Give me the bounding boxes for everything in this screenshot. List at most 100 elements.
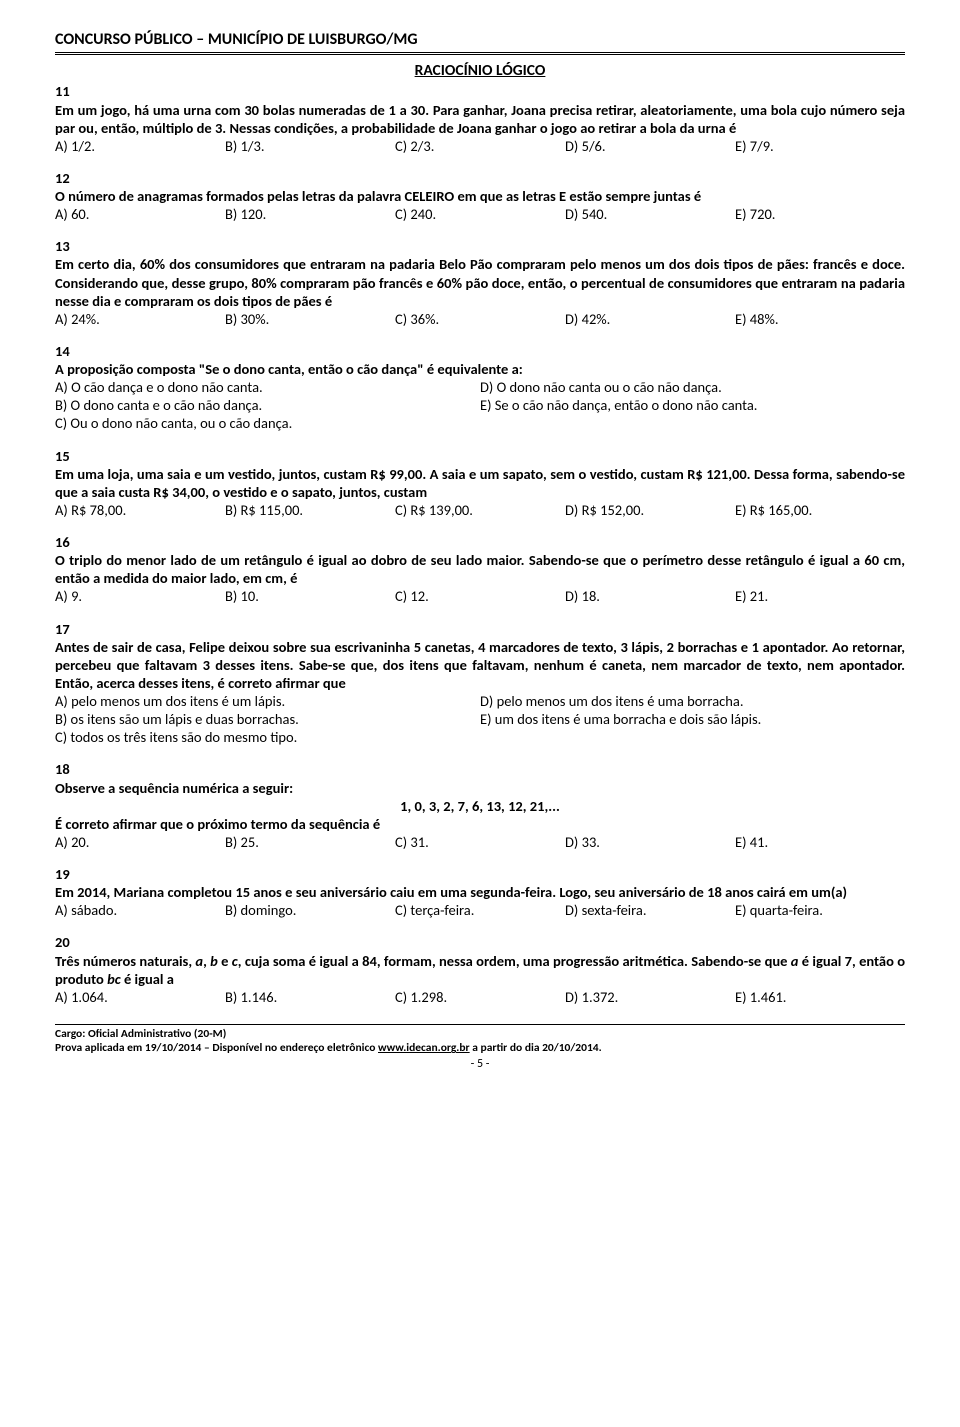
q18-text1: Observe a sequência numérica a seguir: bbox=[55, 779, 905, 797]
q20-b: B) 1.146. bbox=[225, 988, 395, 1006]
question-13: 13 Em certo dia, 60% dos consumidores qu… bbox=[55, 237, 905, 328]
q20-text: Três números naturais, a, b e c, cuja so… bbox=[55, 952, 905, 988]
q17-num: 17 bbox=[55, 620, 905, 638]
question-11: 11 Em um jogo, há uma urna com 30 bolas … bbox=[55, 82, 905, 155]
q19-b: B) domingo. bbox=[225, 901, 395, 919]
footer-cargo: Cargo: Oficial Administrativo (20-M) bbox=[55, 1027, 905, 1041]
q19-options: A) sábado. B) domingo. C) terça-feira. D… bbox=[55, 901, 905, 919]
q16-d: D) 18. bbox=[565, 587, 735, 605]
q20-e: E) 1.461. bbox=[735, 988, 905, 1006]
q12-options: A) 60. B) 120. C) 240. D) 540. E) 720. bbox=[55, 205, 905, 223]
q16-options: A) 9. B) 10. C) 12. D) 18. E) 21. bbox=[55, 587, 905, 605]
q13-options: A) 24%. B) 30%. C) 36%. D) 42%. E) 48%. bbox=[55, 310, 905, 328]
q18-d: D) 33. bbox=[565, 833, 735, 851]
q17-e: E) um dos itens é uma borracha e dois sã… bbox=[480, 710, 905, 728]
q20-d: D) 1.372. bbox=[565, 988, 735, 1006]
question-18: 18 Observe a sequência numérica a seguir… bbox=[55, 760, 905, 851]
q17-a: A) pelo menos um dos itens é um lápis. bbox=[55, 692, 480, 710]
q18-options: A) 20. B) 25. C) 31. D) 33. E) 41. bbox=[55, 833, 905, 851]
q16-b: B) 10. bbox=[225, 587, 395, 605]
q15-c: C) R$ 139,00. bbox=[395, 501, 565, 519]
q20-num: 20 bbox=[55, 933, 905, 951]
q11-text: Em um jogo, há uma urna com 30 bolas num… bbox=[55, 101, 905, 137]
q19-num: 19 bbox=[55, 865, 905, 883]
q18-text2: É correto afirmar que o próximo termo da… bbox=[55, 815, 905, 833]
section-title: RACIOCÍNIO LÓGICO bbox=[55, 61, 905, 80]
q12-b: B) 120. bbox=[225, 205, 395, 223]
q11-c: C) 2/3. bbox=[395, 137, 565, 155]
q17-text: Antes de sair de casa, Felipe deixou sob… bbox=[55, 638, 905, 692]
q18-a: A) 20. bbox=[55, 833, 225, 851]
q13-d: D) 42%. bbox=[565, 310, 735, 328]
footer-rule bbox=[55, 1024, 905, 1025]
q13-text: Em certo dia, 60% dos consumidores que e… bbox=[55, 255, 905, 309]
question-19: 19 Em 2014, Mariana completou 15 anos e … bbox=[55, 865, 905, 919]
q17-c: C) todos os três itens são do mesmo tipo… bbox=[55, 728, 480, 746]
q11-num: 11 bbox=[55, 82, 905, 100]
q12-num: 12 bbox=[55, 169, 905, 187]
q15-b: B) R$ 115,00. bbox=[225, 501, 395, 519]
q14-num: 14 bbox=[55, 342, 905, 360]
q15-d: D) R$ 152,00. bbox=[565, 501, 735, 519]
question-16: 16 O triplo do menor lado de um retângul… bbox=[55, 533, 905, 606]
q19-e: E) quarta-feira. bbox=[735, 901, 905, 919]
question-12: 12 O número de anagramas formados pelas … bbox=[55, 169, 905, 223]
q18-c: C) 31. bbox=[395, 833, 565, 851]
q14-d: D) O dono não canta ou o cão não dança. bbox=[480, 378, 905, 396]
q18-sequence: 1, 0, 3, 2, 7, 6, 13, 12, 21,... bbox=[55, 797, 905, 815]
q19-a: A) sábado. bbox=[55, 901, 225, 919]
q15-options: A) R$ 78,00. B) R$ 115,00. C) R$ 139,00.… bbox=[55, 501, 905, 519]
q12-c: C) 240. bbox=[395, 205, 565, 223]
q12-e: E) 720. bbox=[735, 205, 905, 223]
q20-a: A) 1.064. bbox=[55, 988, 225, 1006]
q16-a: A) 9. bbox=[55, 587, 225, 605]
q15-a: A) R$ 78,00. bbox=[55, 501, 225, 519]
q18-b: B) 25. bbox=[225, 833, 395, 851]
q17-options: A) pelo menos um dos itens é um lápis. B… bbox=[55, 692, 905, 746]
q13-e: E) 48%. bbox=[735, 310, 905, 328]
q16-e: E) 21. bbox=[735, 587, 905, 605]
q14-a: A) O cão dança e o dono não canta. bbox=[55, 378, 480, 396]
q20-c: C) 1.298. bbox=[395, 988, 565, 1006]
q16-text: O triplo do menor lado de um retângulo é… bbox=[55, 551, 905, 587]
q11-e: E) 7/9. bbox=[735, 137, 905, 155]
q18-num: 18 bbox=[55, 760, 905, 778]
q15-text: Em uma loja, uma saia e um vestido, junt… bbox=[55, 465, 905, 501]
q19-text: Em 2014, Mariana completou 15 anos e seu… bbox=[55, 883, 905, 901]
q16-num: 16 bbox=[55, 533, 905, 551]
q15-num: 15 bbox=[55, 447, 905, 465]
q13-c: C) 36%. bbox=[395, 310, 565, 328]
q14-c: C) Ou o dono não canta, ou o cão dança. bbox=[55, 414, 480, 432]
footer-line2: Prova aplicada em 19/10/2014 – Disponíve… bbox=[55, 1041, 905, 1055]
q18-e: E) 41. bbox=[735, 833, 905, 851]
q12-d: D) 540. bbox=[565, 205, 735, 223]
q19-d: D) sexta-feira. bbox=[565, 901, 735, 919]
q14-e: E) Se o cão não dança, então o dono não … bbox=[480, 396, 905, 414]
q13-b: B) 30%. bbox=[225, 310, 395, 328]
q16-c: C) 12. bbox=[395, 587, 565, 605]
q14-b: B) O dono canta e o cão não dança. bbox=[55, 396, 480, 414]
q17-d: D) pelo menos um dos itens é uma borrach… bbox=[480, 692, 905, 710]
footer-link: www.idecan.org.br bbox=[378, 1041, 470, 1055]
q13-num: 13 bbox=[55, 237, 905, 255]
question-20: 20 Três números naturais, a, b e c, cuja… bbox=[55, 933, 905, 1006]
q17-b: B) os itens são um lápis e duas borracha… bbox=[55, 710, 480, 728]
question-14: 14 A proposição composta "Se o dono cant… bbox=[55, 342, 905, 433]
header-title: CONCURSO PÚBLICO – MUNICÍPIO DE LUISBURG… bbox=[55, 30, 905, 50]
q12-a: A) 60. bbox=[55, 205, 225, 223]
q13-a: A) 24%. bbox=[55, 310, 225, 328]
footer: Cargo: Oficial Administrativo (20-M) Pro… bbox=[55, 1027, 905, 1056]
q11-a: A) 1/2. bbox=[55, 137, 225, 155]
q15-e: E) R$ 165,00. bbox=[735, 501, 905, 519]
q14-options: A) O cão dança e o dono não canta. B) O … bbox=[55, 378, 905, 432]
q20-options: A) 1.064. B) 1.146. C) 1.298. D) 1.372. … bbox=[55, 988, 905, 1006]
q11-b: B) 1/3. bbox=[225, 137, 395, 155]
question-17: 17 Antes de sair de casa, Felipe deixou … bbox=[55, 620, 905, 747]
q11-d: D) 5/6. bbox=[565, 137, 735, 155]
q19-c: C) terça-feira. bbox=[395, 901, 565, 919]
question-15: 15 Em uma loja, uma saia e um vestido, j… bbox=[55, 447, 905, 520]
q14-text: A proposição composta "Se o dono canta, … bbox=[55, 360, 905, 378]
q12-text: O número de anagramas formados pelas let… bbox=[55, 187, 905, 205]
q11-options: A) 1/2. B) 1/3. C) 2/3. D) 5/6. E) 7/9. bbox=[55, 137, 905, 155]
header-rule bbox=[55, 52, 905, 55]
